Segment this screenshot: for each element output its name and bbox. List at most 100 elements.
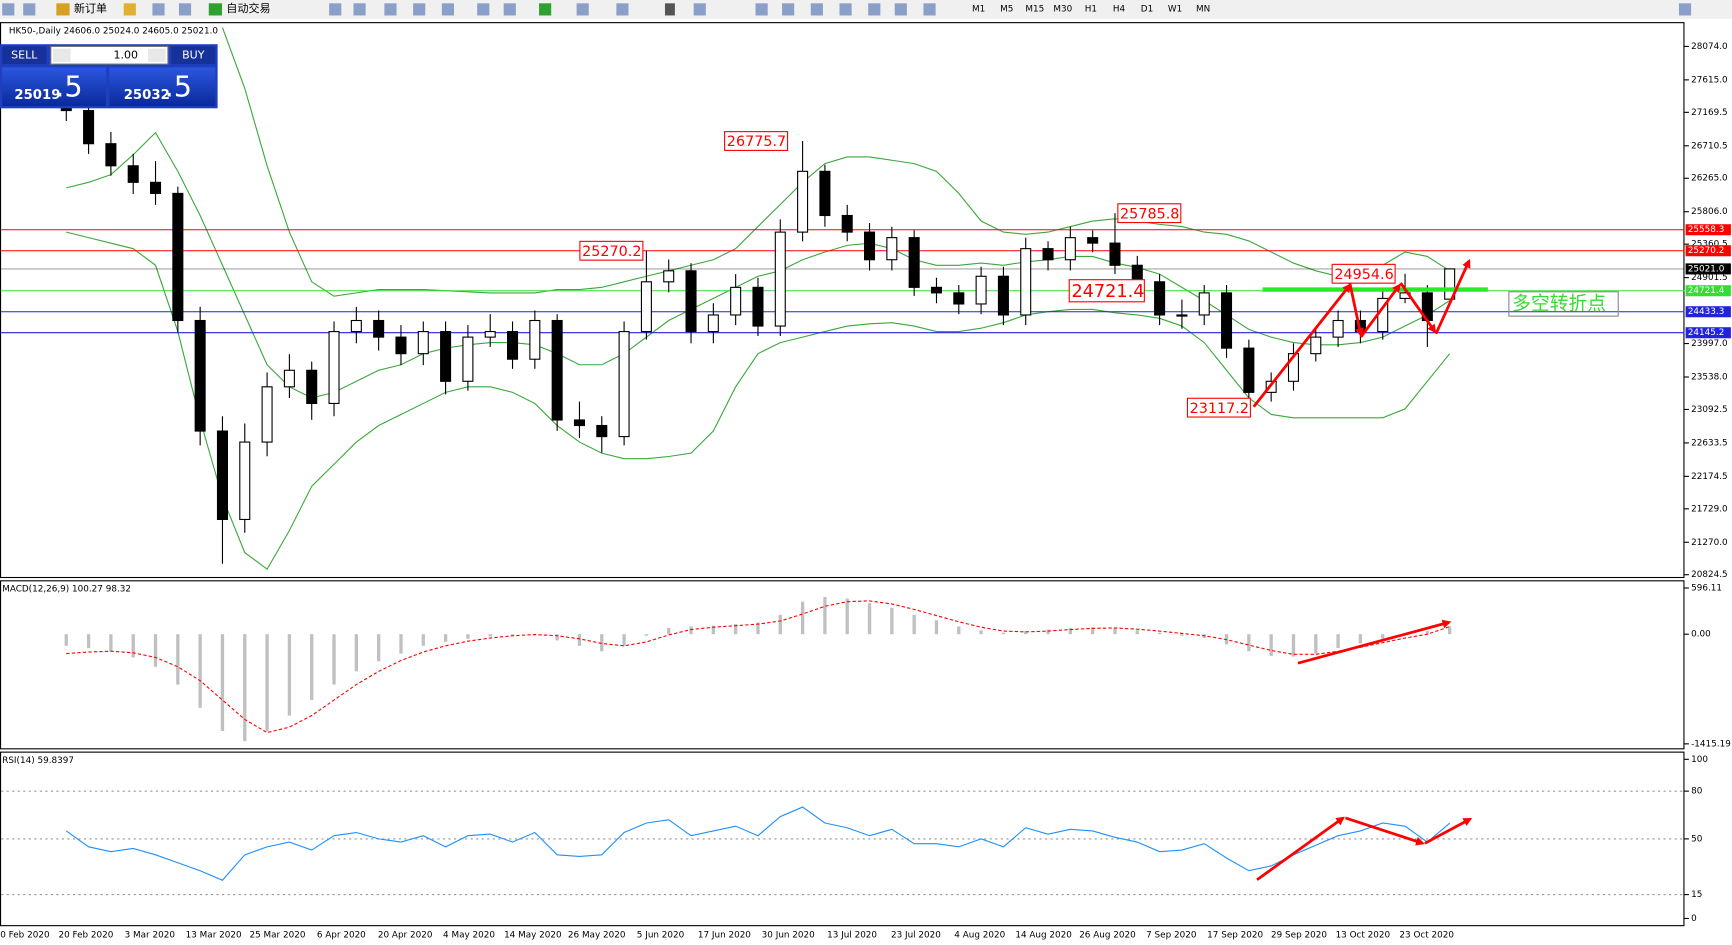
candle-body bbox=[1444, 268, 1456, 300]
candle-body bbox=[261, 386, 273, 443]
icon[interactable] bbox=[329, 3, 342, 16]
macd-bar bbox=[64, 634, 68, 646]
icon[interactable] bbox=[868, 3, 881, 16]
candle-body bbox=[1176, 314, 1188, 317]
price-annotation-box bbox=[1331, 263, 1396, 284]
x-tick-label: 20 Apr 2020 bbox=[378, 931, 433, 941]
candle-body bbox=[819, 170, 831, 217]
x-tick-label: 30 Jun 2020 bbox=[762, 931, 815, 941]
y-tick-label: 596.11 bbox=[1691, 583, 1722, 593]
price-level-tag bbox=[1685, 245, 1731, 257]
x-tick-label: 20 Feb 2020 bbox=[58, 931, 113, 941]
icon[interactable] bbox=[616, 3, 629, 16]
icon[interactable] bbox=[2, 3, 15, 16]
timeframe-button[interactable]: D1 bbox=[1141, 4, 1153, 14]
macd-bar bbox=[399, 634, 403, 654]
icon[interactable] bbox=[664, 3, 675, 16]
icon[interactable] bbox=[123, 3, 136, 16]
x-tick-label: 13 Oct 2020 bbox=[1336, 931, 1391, 941]
candle-body bbox=[663, 270, 675, 283]
candle-body bbox=[618, 331, 630, 438]
icon[interactable] bbox=[441, 3, 454, 16]
timeframe-button[interactable]: H1 bbox=[1085, 4, 1097, 14]
candle-body bbox=[685, 270, 697, 333]
x-tick-label: 26 May 2020 bbox=[568, 931, 626, 941]
macd-bar bbox=[912, 614, 916, 635]
candle-body bbox=[328, 331, 340, 404]
icon[interactable] bbox=[923, 3, 936, 16]
price-annotation-box bbox=[579, 240, 644, 261]
icon[interactable] bbox=[178, 3, 192, 16]
icon[interactable] bbox=[693, 3, 706, 16]
buy-button[interactable] bbox=[171, 46, 216, 65]
ask-box[interactable] bbox=[109, 67, 216, 107]
rsi-line bbox=[65, 806, 1451, 881]
icon[interactable] bbox=[894, 3, 907, 16]
arrow bbox=[1348, 282, 1364, 338]
timeframe-button[interactable]: H4 bbox=[1113, 4, 1126, 14]
macd-bar bbox=[332, 634, 336, 685]
y-tick-label: 50 bbox=[1691, 834, 1703, 844]
icon[interactable] bbox=[384, 3, 397, 16]
candle-body bbox=[640, 281, 652, 333]
candle-body bbox=[395, 336, 407, 355]
icon[interactable] bbox=[503, 3, 516, 16]
new-order-button[interactable]: 新订单 bbox=[74, 1, 107, 15]
macd-bar bbox=[131, 634, 135, 658]
candle-body bbox=[1287, 353, 1299, 382]
y-tick-label: 100 bbox=[1691, 755, 1708, 765]
timeframe-button[interactable]: M1 bbox=[972, 4, 985, 14]
icon[interactable] bbox=[539, 3, 552, 16]
icon[interactable] bbox=[1678, 3, 1692, 16]
macd-bar bbox=[1135, 630, 1139, 635]
note-text: 多空转折点 bbox=[1512, 292, 1606, 314]
bid-box[interactable] bbox=[2, 67, 107, 107]
macd-bar bbox=[756, 622, 760, 635]
macd-bar bbox=[1425, 631, 1430, 635]
macd-bar bbox=[934, 620, 939, 635]
volume-value[interactable]: 1.00 bbox=[114, 48, 139, 61]
y-tick-label: 23538.0 bbox=[1691, 372, 1728, 382]
macd-bar bbox=[778, 614, 782, 635]
icon[interactable] bbox=[413, 3, 426, 16]
sell-button[interactable] bbox=[2, 46, 47, 65]
price-annotation: 25785.8 bbox=[1120, 206, 1179, 222]
timeframe-button[interactable]: W1 bbox=[1168, 4, 1182, 14]
icon[interactable] bbox=[208, 3, 223, 16]
icon[interactable] bbox=[576, 3, 589, 16]
icon[interactable] bbox=[839, 3, 852, 16]
auto-trading-button[interactable]: 自动交易 bbox=[226, 1, 270, 15]
timeframe-button[interactable]: M15 bbox=[1025, 4, 1044, 14]
icon[interactable] bbox=[755, 3, 768, 16]
y-tick-label: 25360.5 bbox=[1691, 240, 1728, 250]
ask-price: 25032 bbox=[124, 88, 170, 103]
x-tick-label: 26 Aug 2020 bbox=[1079, 931, 1136, 941]
timeframe-button[interactable]: M30 bbox=[1053, 4, 1072, 14]
volume-spin[interactable] bbox=[53, 48, 71, 62]
timeframe-button[interactable]: M5 bbox=[1000, 4, 1013, 14]
y-tick-label: 28074.0 bbox=[1691, 42, 1728, 52]
icon[interactable] bbox=[23, 3, 36, 16]
y-tick-label: 25806.0 bbox=[1691, 207, 1728, 217]
macd-bar bbox=[1314, 634, 1318, 654]
timeframe-button[interactable]: MN bbox=[1196, 4, 1210, 14]
y-tick-label: 24901.5 bbox=[1691, 273, 1728, 283]
buy-label[interactable]: BUY bbox=[182, 48, 205, 61]
icon[interactable] bbox=[56, 3, 70, 16]
sell-label[interactable]: SELL bbox=[11, 48, 38, 61]
volume-spin[interactable] bbox=[148, 48, 166, 62]
icon[interactable] bbox=[353, 3, 366, 16]
y-tick-label: 26265.0 bbox=[1691, 174, 1728, 184]
bollinger-band bbox=[221, 27, 1450, 297]
candle-body bbox=[1332, 319, 1344, 338]
macd-bar bbox=[198, 634, 202, 708]
x-tick-label: 17 Sep 2020 bbox=[1207, 931, 1263, 941]
macd-signal bbox=[66, 600, 1450, 734]
icon[interactable] bbox=[782, 3, 795, 16]
icon[interactable] bbox=[152, 3, 165, 16]
volume-input[interactable] bbox=[50, 45, 169, 65]
icon[interactable] bbox=[810, 3, 823, 16]
x-tick-label: 6 Apr 2020 bbox=[317, 931, 366, 941]
icon[interactable] bbox=[477, 3, 490, 16]
